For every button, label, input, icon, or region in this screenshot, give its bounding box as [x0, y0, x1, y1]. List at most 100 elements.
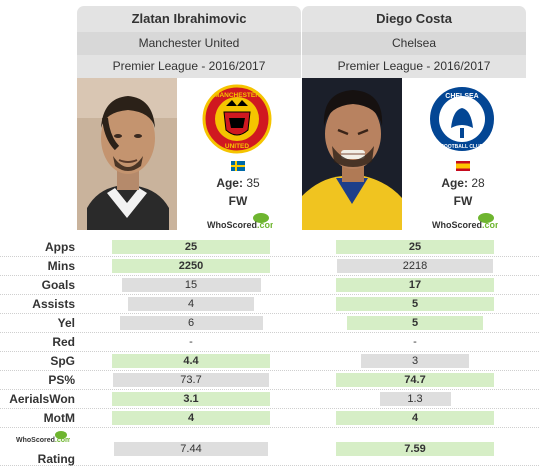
- stat-label: Apps: [45, 240, 75, 254]
- player-competition: Premier League - 2016/2017: [302, 55, 526, 78]
- stat-bar: [122, 278, 261, 292]
- player-name: Diego Costa: [376, 11, 452, 26]
- stat-value: 3: [411, 355, 419, 367]
- stat-value: 7.59: [404, 443, 426, 455]
- whoscored-logo-icon: WhoScored.com: [207, 212, 278, 230]
- stat-label: Mins: [47, 259, 75, 273]
- player-competition: Premier League - 2016/2017: [77, 55, 301, 78]
- stat-label: SpG: [50, 354, 75, 368]
- spain-flag-icon: [456, 158, 470, 171]
- player-photo: [77, 78, 177, 230]
- stat-value: 15: [184, 279, 198, 291]
- crest-text-top: CHELSEA: [445, 93, 478, 100]
- stat-cell-right: 1.3: [332, 392, 498, 406]
- player-age: Age: 28: [422, 176, 504, 190]
- stat-value: -: [189, 336, 193, 348]
- stat-value: 4: [187, 412, 195, 424]
- crest-text-bottom: UNITED: [225, 143, 250, 150]
- stat-bar: [336, 442, 494, 456]
- stat-cell-left: -: [108, 335, 274, 349]
- age-value: 28: [471, 176, 485, 190]
- player-position: FW: [228, 194, 248, 208]
- stat-row-apps: Apps 25 25: [0, 238, 539, 257]
- stat-label: MotM: [43, 411, 75, 425]
- stat-value: 3.1: [183, 393, 199, 405]
- stat-cell-right: 5: [332, 316, 498, 330]
- stat-bar: [337, 259, 493, 273]
- stat-row-assists: Assists 4 5: [0, 295, 539, 314]
- player-photo: [302, 78, 402, 230]
- stat-bar: [336, 297, 494, 311]
- crest-text-bottom: FOOTBALL CLUB: [441, 144, 484, 150]
- stat-cell-right: 17: [332, 278, 498, 292]
- player-team: Chelsea: [302, 32, 526, 55]
- stat-label: Assists: [32, 297, 75, 311]
- stat-value: 73.7: [180, 374, 202, 386]
- age-label: Age:: [216, 176, 243, 190]
- stat-bar: [336, 240, 494, 254]
- stat-row-rating: Rating 7.44 7.59: [0, 440, 539, 466]
- stat-cell-right: 2218: [332, 259, 498, 273]
- stat-value: -: [413, 336, 417, 348]
- sweden-flag-icon: [231, 158, 245, 171]
- age-value: 35: [246, 176, 260, 190]
- stat-cell-left: 2250: [108, 259, 274, 273]
- stat-label: Yel: [57, 316, 75, 330]
- whoscored-logo-icon: WhoScored.com: [432, 212, 503, 230]
- stat-bar: [112, 240, 270, 254]
- player-age: Age: 35: [197, 176, 279, 190]
- stat-cell-left: 4: [108, 297, 274, 311]
- stat-cell-right: 3: [332, 354, 498, 368]
- stat-label: Red: [52, 335, 75, 349]
- ws-logo-text: WhoScored.com: [207, 220, 273, 230]
- player-card-left: Zlatan Ibrahimovic Manchester United Pre…: [77, 6, 301, 233]
- stat-bar: [128, 297, 254, 311]
- stat-bar: [336, 373, 494, 387]
- stat-bar: [361, 354, 469, 368]
- stat-row-ps-: PS% 73.7 74.7: [0, 371, 539, 390]
- ws-logo-text: WhoScored.com: [432, 220, 498, 230]
- stat-cell-left: 6: [108, 316, 274, 330]
- stat-bar: [336, 278, 494, 292]
- stat-cell-right: 7.59: [332, 442, 498, 456]
- manchester-united-crest-icon: MANCHESTER UNITED: [202, 84, 272, 154]
- stat-value: 5: [411, 317, 419, 329]
- stat-cell-left: 73.7: [108, 373, 274, 387]
- stat-cell-right: 74.7: [332, 373, 498, 387]
- stat-value: 6: [187, 317, 195, 329]
- stat-value: 2218: [402, 260, 428, 272]
- stat-bar: [120, 316, 263, 330]
- stat-label: Rating: [37, 452, 75, 466]
- stat-cell-left: 25: [108, 240, 274, 254]
- stat-row-aerialswon: AerialsWon 3.1 1.3: [0, 390, 539, 409]
- stat-cell-left: 4.4: [108, 354, 274, 368]
- age-label: Age:: [441, 176, 468, 190]
- stat-value: 25: [184, 241, 198, 253]
- stat-value: 74.7: [404, 374, 426, 386]
- stat-label: AerialsWon: [9, 392, 75, 406]
- chelsea-crest-icon: CHELSEA FOOTBALL CLUB: [427, 84, 497, 154]
- stat-value: 1.3: [407, 393, 423, 405]
- stat-row-yel: Yel 6 5: [0, 314, 539, 333]
- stat-cell-left: 4: [108, 411, 274, 425]
- stat-value: 4: [187, 298, 195, 310]
- player-position: FW: [453, 194, 473, 208]
- player-profile: MANCHESTER UNITED Age: 35 FW WhoScored.c…: [77, 78, 301, 233]
- player-name: Zlatan Ibrahimovic: [131, 11, 247, 26]
- stat-cell-left: 7.44: [108, 442, 274, 456]
- stat-bar: [336, 411, 494, 425]
- stat-bar: [380, 392, 451, 406]
- stat-value: 4: [411, 412, 419, 424]
- stat-cell-right: 4: [332, 411, 498, 425]
- stat-bar: [347, 316, 483, 330]
- stat-cell-left: 3.1: [108, 392, 274, 406]
- player-team: Manchester United: [77, 32, 301, 55]
- stat-cell-left: 15: [108, 278, 274, 292]
- stat-value: 7.44: [180, 443, 202, 455]
- stat-cell-right: 5: [332, 297, 498, 311]
- stat-value: 4.4: [183, 355, 199, 367]
- stat-row-mins: Mins 2250 2218: [0, 257, 539, 276]
- stat-label: PS%: [48, 373, 75, 387]
- stat-row-spg: SpG 4.4 3: [0, 352, 539, 371]
- player-card-right: Diego Costa Chelsea Premier League - 201…: [302, 6, 526, 233]
